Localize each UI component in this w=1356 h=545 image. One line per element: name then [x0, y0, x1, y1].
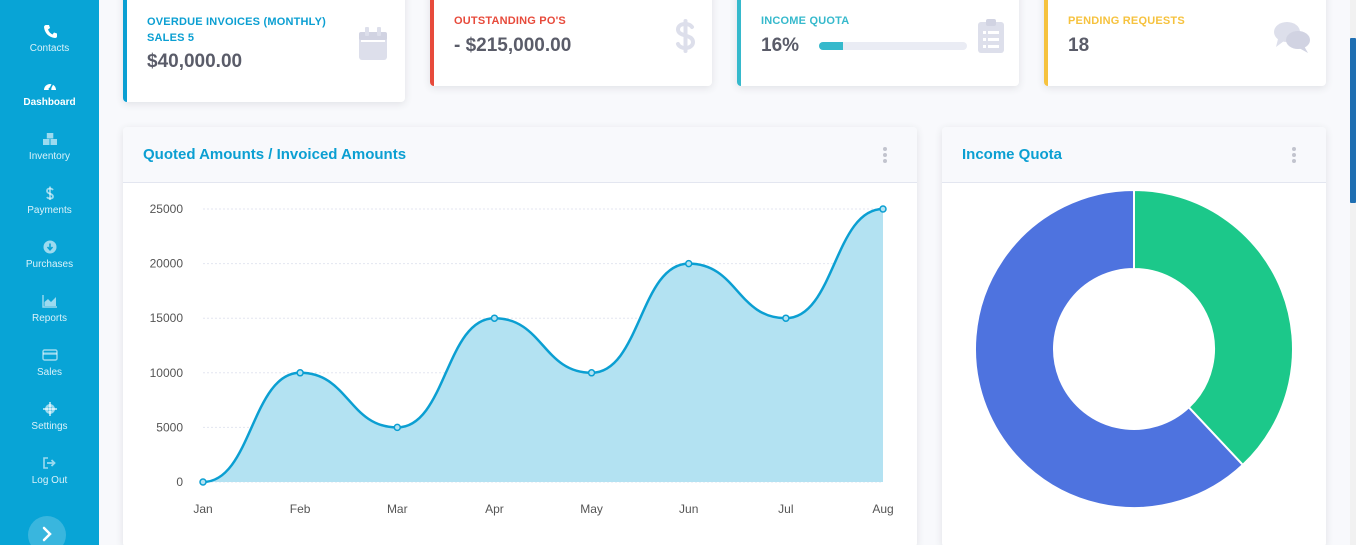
sidebar-item-label: Inventory [28, 151, 71, 162]
y-tick-label: 25000 [150, 202, 184, 216]
calendar-icon [359, 27, 387, 60]
overdue-invoices-card: Overdue Invoices (Monthly) Sales 5 $40,0… [123, 0, 405, 102]
x-tick-label: Feb [290, 502, 311, 516]
data-point[interactable] [879, 205, 887, 213]
y-tick-label: 5000 [156, 420, 183, 434]
outstanding-pos-card: Outstanding PO's - $215,000.00 [430, 0, 712, 86]
sidebar-item-label: Dashboard [23, 97, 76, 108]
donut-chart-title: Income Quota [962, 146, 1063, 163]
sidebar-item-log-out[interactable]: Log Out [0, 456, 99, 510]
income-quota-progress [819, 42, 967, 50]
income-quota-value: 16% [761, 35, 800, 56]
sidebar-item-label: Payments [27, 205, 72, 216]
area-chart: 0 5000 10000 15000 20000 25000 Jan Feb Mar Apr May… [150, 202, 894, 516]
donut-chart-panel: Income Quota [942, 127, 1326, 545]
data-point[interactable] [393, 423, 402, 432]
data-point[interactable] [684, 259, 693, 268]
x-tick-label: Mar [387, 502, 408, 516]
income-quota-progress-fill [819, 42, 843, 50]
sidebar-item-inventory[interactable]: Inventory [0, 132, 99, 186]
sidebar-item-label: Sales [36, 367, 62, 378]
area-chart-menu-icon[interactable] [882, 147, 888, 163]
comments-icon [1274, 22, 1310, 53]
sign-out-icon [42, 457, 56, 469]
sidebar-item-contacts[interactable]: Contacts [0, 24, 99, 78]
credit-card-icon [41, 349, 58, 361]
data-point[interactable] [490, 314, 499, 322]
area-chart-icon [41, 295, 57, 308]
chevron-right-icon [42, 526, 52, 542]
tachometer-icon [43, 82, 56, 91]
area-chart-header: Quoted Amounts / Invoiced Amounts [123, 127, 917, 183]
dollar-icon [45, 186, 54, 200]
pending-requests-card: Pending Requests 18 [1044, 0, 1326, 86]
gear-icon [42, 402, 57, 416]
pending-requests-value: 18 [1068, 35, 1090, 56]
donut-slice[interactable] [1133, 188, 1294, 467]
area-chart-title: Quoted Amounts / Invoiced Amounts [143, 146, 407, 163]
x-tick-label: Aug [872, 502, 893, 516]
data-point[interactable] [296, 369, 304, 377]
sidebar-item-dashboard[interactable]: Dashboard [0, 78, 99, 132]
outstanding-pos-value: - $215,000.00 [454, 35, 572, 56]
sidebar-item-label: Contacts [29, 43, 70, 54]
sidebar: Contacts Dashboard Inventory Payments Purcha… [0, 0, 99, 545]
donut-slice[interactable] [974, 188, 1245, 509]
x-tick-label: May [580, 502, 603, 516]
sidebar-toggle-button[interactable] [28, 516, 66, 545]
pending-requests-title: Pending Requests [1068, 15, 1185, 27]
arrow-circle-down-icon [43, 240, 56, 254]
donut-chart [974, 188, 1294, 509]
sidebar-item-sales[interactable]: Sales [0, 348, 99, 402]
income-quota-title: Income Quota [761, 15, 850, 27]
data-point[interactable] [199, 478, 207, 486]
outstanding-pos-title: Outstanding PO's [454, 15, 566, 27]
area-chart-panel: Quoted Amounts / Invoiced Amounts 0 5000 1… [123, 127, 917, 545]
y-tick-label: 15000 [150, 311, 184, 325]
series-line [202, 207, 884, 484]
boxes-icon [42, 133, 57, 145]
dollar-sign-icon [675, 19, 696, 53]
sidebar-item-label: Settings [31, 421, 68, 432]
sidebar-item-purchases[interactable]: Purchases [0, 240, 99, 294]
clipboard-list-icon [978, 19, 1004, 53]
y-tick-label: 0 [176, 475, 183, 489]
donut-chart-menu-icon[interactable] [1291, 147, 1297, 163]
page-scrollbar-thumb[interactable] [1350, 38, 1356, 203]
overdue-invoices-title: Overdue Invoices (Monthly) Sales 5 [147, 16, 326, 44]
donut-chart-header: Income Quota [942, 127, 1326, 183]
page-scrollbar[interactable] [1350, 0, 1356, 545]
x-tick-label: Jan [193, 502, 212, 516]
overdue-invoices-value: $40,000.00 [147, 51, 243, 72]
income-quota-card: Income Quota 16% [737, 0, 1019, 86]
phone-icon [43, 25, 57, 38]
x-tick-label: Jul [778, 502, 793, 516]
y-tick-label: 20000 [150, 257, 184, 271]
y-tick-label: 10000 [150, 366, 184, 380]
sidebar-item-label: Reports [31, 313, 67, 324]
x-tick-label: Apr [485, 502, 504, 516]
x-tick-label: Jun [679, 502, 698, 516]
data-point[interactable] [587, 369, 596, 377]
sidebar-item-payments[interactable]: Payments [0, 186, 99, 240]
data-point[interactable] [782, 314, 790, 322]
sidebar-item-settings[interactable]: Settings [0, 402, 99, 456]
sidebar-item-reports[interactable]: Reports [0, 294, 99, 348]
sidebar-item-label: Purchases [25, 259, 74, 270]
sidebar-item-label: Log Out [31, 475, 68, 486]
